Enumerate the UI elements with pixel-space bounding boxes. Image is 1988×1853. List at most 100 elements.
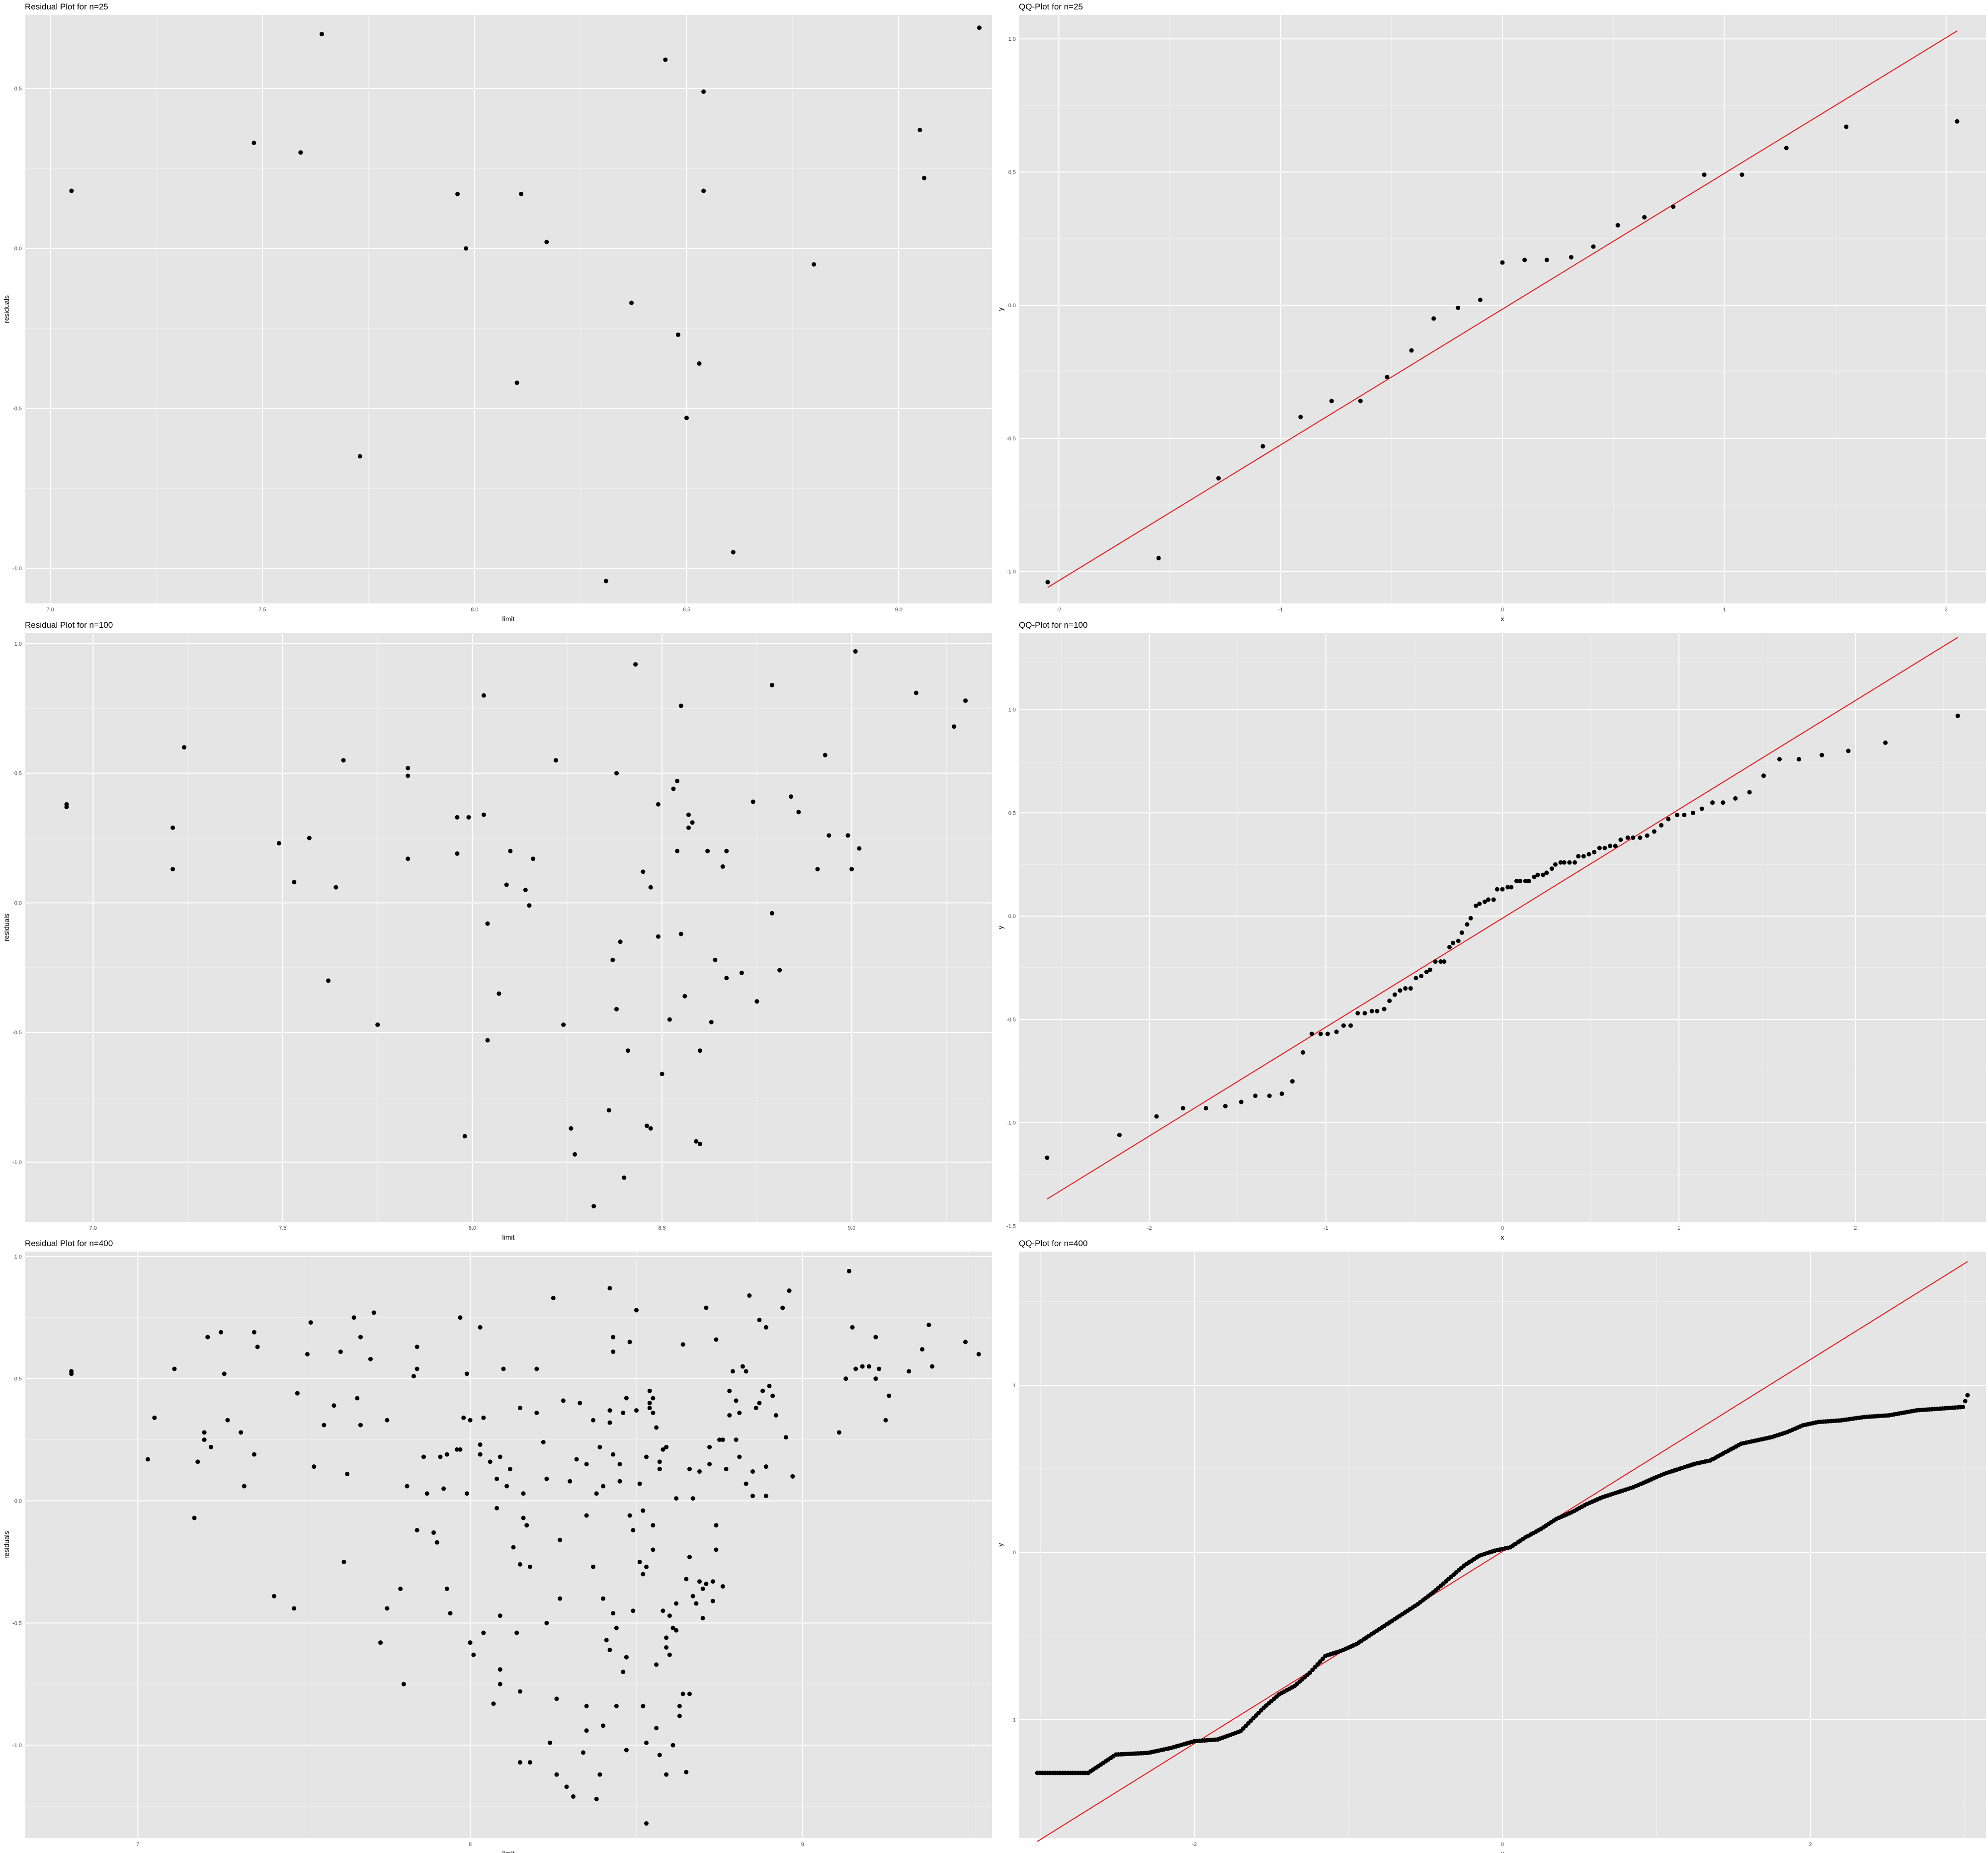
- data-point: [654, 1425, 659, 1430]
- data-point: [1955, 119, 1960, 124]
- y-axis-label: y: [996, 926, 1004, 929]
- y-tick-label: 0.0: [14, 1499, 22, 1505]
- data-point: [172, 1366, 177, 1371]
- data-point: [680, 1342, 685, 1347]
- data-point: [1239, 1099, 1243, 1104]
- data-point: [1581, 854, 1586, 859]
- data-point: [534, 1366, 539, 1371]
- data-point: [641, 869, 646, 874]
- data-point: [1500, 887, 1505, 892]
- data-point: [1398, 988, 1403, 993]
- data-point: [656, 802, 661, 807]
- data-point: [511, 1545, 516, 1550]
- panel-title: QQ-Plot for n=25: [1019, 2, 1083, 11]
- residual-plot-n100: Residual Plot for n=100 7.0 7.5 8.0 8.5 9.0 -…: [0, 618, 992, 1241]
- data-point: [631, 1528, 636, 1532]
- data-point: [1413, 976, 1418, 981]
- data-point: [1638, 835, 1643, 840]
- data-point: [1267, 1094, 1272, 1098]
- data-point: [1544, 870, 1549, 875]
- data-point: [1544, 257, 1549, 262]
- y-tick-label: 0.5: [14, 771, 22, 777]
- data-point: [1117, 1133, 1122, 1138]
- x-axis-label: x: [1501, 615, 1504, 623]
- data-point: [1509, 885, 1514, 890]
- data-point: [1699, 806, 1704, 811]
- data-point: [921, 175, 926, 180]
- data-point: [1369, 1009, 1374, 1013]
- data-point: [519, 191, 524, 196]
- data-point: [1387, 998, 1392, 1003]
- data-point: [1553, 862, 1558, 867]
- data-point: [1615, 223, 1620, 228]
- x-axis-label: x: [1501, 1850, 1504, 1853]
- data-point: [823, 753, 828, 758]
- x-tick-label: -2: [1192, 1842, 1197, 1848]
- data-point: [597, 1772, 602, 1777]
- data-point: [1682, 813, 1687, 818]
- data-point: [1362, 1011, 1367, 1015]
- y-tick-label: 0.5: [1008, 810, 1016, 816]
- plot-background: [25, 15, 992, 603]
- data-point: [1408, 986, 1413, 991]
- data-point: [398, 1587, 403, 1591]
- data-point: [1494, 887, 1499, 892]
- data-point: [1721, 800, 1726, 805]
- data-point: [675, 848, 680, 853]
- data-point: [202, 1437, 207, 1442]
- data-point: [644, 1821, 649, 1826]
- data-point: [680, 1691, 685, 1696]
- data-point: [534, 1411, 539, 1415]
- data-point: [182, 745, 187, 750]
- data-point: [1045, 580, 1050, 585]
- y-tick-label: 0.0: [14, 900, 22, 906]
- data-point: [664, 1772, 669, 1777]
- data-point: [554, 1772, 559, 1777]
- data-point: [584, 1728, 589, 1733]
- y-tick-label: 1: [1013, 1383, 1016, 1389]
- data-point: [657, 1753, 662, 1758]
- data-point: [1522, 257, 1527, 262]
- data-point: [1456, 938, 1461, 943]
- data-point: [1602, 845, 1607, 850]
- data-point: [714, 1547, 719, 1552]
- data-point: [704, 1305, 709, 1310]
- data-point: [497, 1613, 502, 1618]
- y-tick-label: -1.0: [12, 1160, 22, 1166]
- data-point: [527, 1564, 532, 1569]
- data-point: [684, 1769, 689, 1774]
- data-point: [687, 1555, 692, 1560]
- data-point: [827, 833, 831, 838]
- data-point: [796, 810, 801, 815]
- data-point: [976, 1352, 981, 1356]
- data-point: [1797, 757, 1802, 761]
- data-point: [558, 1537, 563, 1542]
- data-point: [524, 1523, 529, 1528]
- data-point: [573, 1152, 578, 1157]
- qq-plot-n25: QQ-Plot for n=25 -2 -1 0 1 2 -1.0 -0.5 0.0 0.5 1.…: [994, 0, 1988, 623]
- data-point: [857, 846, 862, 851]
- data-point: [734, 1398, 739, 1403]
- data-point: [607, 1286, 612, 1291]
- y-tick-label: 0.0: [14, 246, 22, 252]
- data-point: [225, 1418, 230, 1423]
- data-point: [603, 579, 608, 584]
- data-point: [1883, 740, 1888, 745]
- data-point: [607, 1420, 612, 1425]
- data-point: [667, 1613, 672, 1618]
- data-point: [730, 1369, 735, 1374]
- data-point: [491, 1701, 496, 1706]
- x-tick-label: 0: [1501, 1225, 1504, 1231]
- data-point: [836, 1430, 841, 1435]
- data-point: [760, 1388, 765, 1393]
- data-point: [1535, 872, 1540, 877]
- data-point: [1465, 922, 1470, 927]
- data-point: [497, 991, 501, 996]
- data-point: [634, 1308, 639, 1313]
- data-point: [860, 1364, 865, 1369]
- data-point: [345, 1471, 350, 1476]
- data-point: [853, 1366, 858, 1371]
- y-axis-label: y: [996, 308, 1004, 311]
- panel-title: Residual Plot for n=400: [25, 1239, 113, 1248]
- data-point: [464, 1491, 469, 1496]
